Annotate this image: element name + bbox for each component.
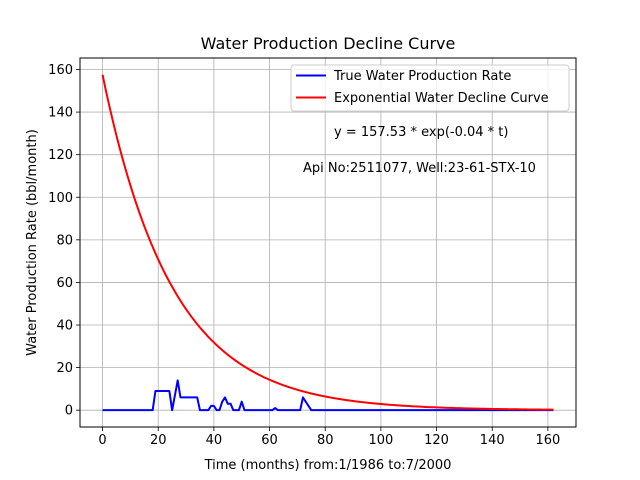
x-tick-label: 80 — [317, 433, 334, 448]
x-tick-label: 100 — [368, 433, 393, 448]
y-axis-ticks: 0 20 40 60 80 100 120 140 160 — [48, 63, 80, 419]
legend-label-decline-curve: Exponential Water Decline Curve — [334, 91, 549, 106]
y-tick-label: 140 — [48, 106, 73, 121]
series-exponential-decline — [101, 74, 554, 411]
y-tick-label: 20 — [56, 361, 73, 376]
plot-area — [80, 58, 576, 427]
x-tick-label: 20 — [150, 433, 167, 448]
legend-box — [290, 64, 570, 112]
x-tick-label: 40 — [206, 433, 223, 448]
x-axis-label: Time (months) from:1/1986 to:7/2000 — [204, 458, 452, 473]
y-tick-label: 40 — [56, 319, 73, 334]
equation-annotation: y = 157.53 * exp(-0.04 * t) — [334, 125, 508, 140]
chart-title: Water Production Decline Curve — [201, 34, 456, 53]
series-true-water-rate — [102, 379, 554, 412]
y-tick-label: 100 — [48, 191, 73, 206]
y-tick-label: 60 — [56, 276, 73, 291]
plot-frame — [79, 57, 577, 428]
y-tick-label: 120 — [48, 148, 73, 163]
legend: True Water Production Rate Exponential W… — [290, 64, 570, 112]
x-tick-label: 160 — [535, 433, 560, 448]
x-tick-label: 120 — [424, 433, 449, 448]
y-tick-label: 160 — [48, 63, 73, 78]
x-axis-ticks: 0 20 40 60 80 100 120 140 160 — [98, 427, 560, 448]
well-annotation: Api No:2511077, Well:23-61-STX-10 — [303, 161, 536, 176]
x-tick-label: 0 — [98, 433, 106, 448]
x-tick-label: 140 — [480, 433, 505, 448]
y-tick-label: 80 — [56, 233, 73, 248]
series-layer — [101, 74, 554, 412]
y-tick-label: 0 — [65, 404, 73, 419]
x-tick-label: 60 — [261, 433, 278, 448]
y-axis-label: Water Production Rate (bbl/month) — [25, 129, 40, 356]
legend-label-true-rate: True Water Production Rate — [333, 69, 511, 84]
